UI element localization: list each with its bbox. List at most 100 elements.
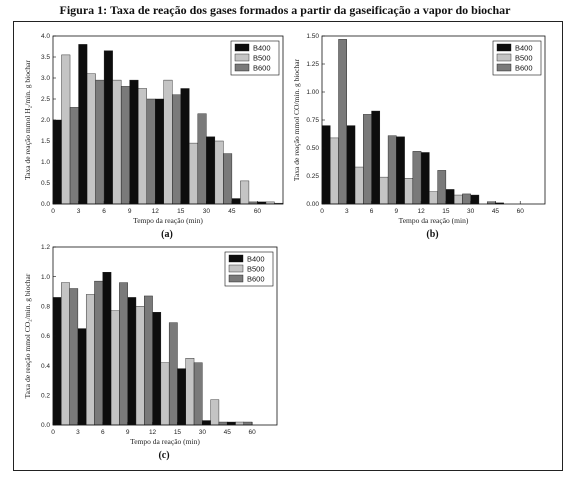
bar-b500-6 [110,310,120,426]
bar-b500-6 [379,176,389,205]
x-tick-label: 3 [345,208,349,215]
bar-b500-3 [85,294,95,426]
y-axis-label: Taxa de reação mmol CO/min. g biochar [292,58,301,181]
x-tick-label: 15 [177,208,185,215]
bar-b500-12 [160,362,170,426]
bar-b600-0 [69,107,79,205]
legend-label-b500: B500 [253,54,271,63]
bar-b600-3 [94,280,103,426]
bar-b600-15 [193,362,203,426]
x-tick-label: 60 [248,429,256,436]
x-axis-label: Tempo da reação (min) [130,437,200,446]
y-tick-label: 0.0 [41,422,50,429]
chart-c: 0.0 0.2 0.4 0.6 0.8 1.0 1.2 0 3 6 9 12 15 30 45 60 Tempo… [23,244,278,461]
y-axis-label: Taxa de reação mmol CO₂/min. g biochar [23,273,32,398]
y-tick-label: 1.5 [41,138,50,145]
x-tick-label: 0 [51,429,55,436]
bar-b400-0 [321,125,331,205]
x-tick-label: 15 [442,208,450,215]
x-tick-label: 6 [102,208,106,215]
x-tick-label: 45 [224,429,232,436]
legend-swatch-b600 [234,63,250,72]
y-tick-label: 0.4 [41,363,50,370]
bar-b500-12 [163,79,173,205]
legend-label-b500: B500 [247,265,265,274]
x-tick-label: 45 [492,208,500,215]
bar-b500-0 [61,54,71,205]
bar-b500-15 [185,358,195,426]
bar-b400-3 [346,125,356,205]
x-axis-label: Tempo da reação (min) [399,216,469,225]
y-tick-label: 1.0 [41,159,50,166]
bar-b500-0 [330,137,339,205]
bar-b400-15 [180,88,190,205]
bar-b600-9 [144,295,153,426]
bar-b400-0 [52,297,62,426]
legend-swatch-b600 [496,63,512,72]
bar-b600-9 [146,98,156,205]
x-tick-label: 12 [152,208,160,215]
bar-b600-3 [95,79,105,205]
bar-b600-6 [387,135,397,205]
chart-a: 0.0 0.5 1.0 1.5 2.0 2.5 3.0 3.5 4.0 0 3 6 9 12 15 30 45 6… [23,33,284,240]
bar-b500-30 [210,399,220,426]
panel-label: (c) [158,450,169,461]
figure-frame [13,21,563,471]
bar-b500-9 [404,178,414,205]
x-tick-label: 12 [149,429,157,436]
legend-label-b400: B400 [247,255,265,264]
bar-b400-12 [420,152,430,205]
legend-swatch-b400 [228,254,244,263]
y-tick-label: 3.0 [41,75,50,82]
x-tick-label: 3 [77,208,81,215]
x-tick-label: 45 [228,208,236,215]
x-tick-label: 3 [76,429,80,436]
figure-title: Figura 1: Taxa de reação dos gases forma… [59,3,511,17]
bar-b600-15 [462,193,471,205]
x-tick-label: 0 [51,208,55,215]
y-tick-label: 0.6 [41,333,50,340]
legend-label-b600: B600 [253,64,271,73]
bar-b400-6 [102,272,112,426]
bar-b500-15 [453,194,463,205]
y-tick-label: 0.25 [306,173,319,180]
chart-b: 0.00 0.25 0.50 0.75 1.00 1.25 1.50 0 3 6 9 12 15 30 45… [292,33,546,240]
legend-label-b400: B400 [253,44,271,53]
bar-b400-9 [127,297,137,426]
legend-swatch-b400 [234,43,250,52]
bar-b600-0 [69,288,79,426]
bar-b400-30 [206,136,216,205]
y-tick-label: 0.75 [306,117,319,124]
legend-label-b600: B600 [247,275,265,284]
bar-b400-6 [371,110,381,205]
x-tick-label: 0 [320,208,324,215]
x-tick-label: 30 [199,429,207,436]
x-tick-label: 30 [467,208,475,215]
bar-b400-6 [103,50,113,205]
legend-swatch-b500 [228,264,244,273]
bar-b400-15 [177,368,186,426]
y-tick-label: 4.0 [41,33,50,40]
bar-b600-9 [412,151,422,205]
x-tick-label: 6 [101,429,105,436]
x-tick-label: 15 [174,429,182,436]
bar-b400-12 [152,312,162,426]
x-tick-label: 9 [128,208,132,215]
legend-label-b500: B500 [515,54,533,63]
bar-b400-3 [77,328,87,426]
bar-b400-15 [445,189,455,205]
legend-swatch-b600 [228,274,244,283]
bar-b500-0 [61,282,70,426]
y-tick-label: 0.8 [41,304,50,311]
y-tick-label: 2.5 [41,96,50,103]
x-axis-label: Tempo da reação (min) [133,216,203,225]
legend-label-b600: B600 [515,64,533,73]
bar-b500-15 [189,142,199,205]
bar-b600-12 [437,170,447,205]
bar-b600-6 [120,86,130,205]
panel-label: (a) [161,229,173,240]
y-tick-label: 2.0 [41,117,50,124]
x-tick-label: 60 [254,208,262,215]
